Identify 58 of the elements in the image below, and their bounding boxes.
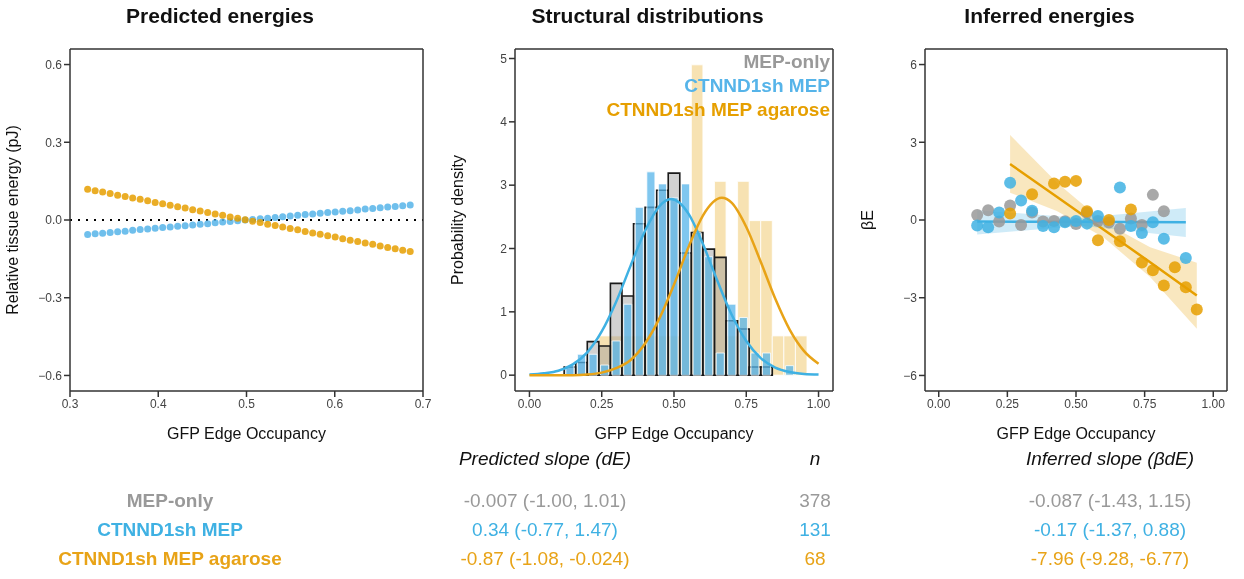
chart-title: Inferred energies <box>963 4 1136 28</box>
y-tick-label: 6 <box>910 57 918 72</box>
data-label: -7.96 (-9.28, -6.77) <box>1029 548 1191 570</box>
y-tick-label: 0.6 <box>45 57 63 72</box>
y-tick-label: −0.3 <box>38 290 63 305</box>
y-tick-label: −6 <box>903 368 918 383</box>
x-tick-label: 0.50 <box>662 396 686 411</box>
x-tick-label: 0.00 <box>927 396 951 411</box>
data-label: -0.17 (-1.37, 0.88) <box>1032 519 1188 541</box>
text: MEP-only <box>742 50 830 74</box>
data-label: 131 <box>798 519 832 541</box>
data-label: 68 <box>803 548 827 570</box>
x-tick-label: 1.00 <box>806 396 831 411</box>
x-tick-label: 0.25 <box>995 396 1020 411</box>
y-axis-title: Relative tissue energy (pJ) <box>3 125 21 315</box>
y-tick-label: −3 <box>903 290 918 305</box>
text: Inferred slope (βdE) <box>1024 448 1196 470</box>
chart-title: Structural distributions <box>530 4 765 28</box>
data-label: 0.34 (-0.77, 1.47) <box>471 519 619 541</box>
text: Predicted slope (dE) <box>457 448 633 470</box>
data-label: 378 <box>798 490 832 512</box>
y-tick-label: 2 <box>500 241 508 256</box>
y-tick-label: 0 <box>910 213 918 228</box>
x-axis-title: GFP Edge Occupancy <box>996 425 1156 442</box>
x-axis-title: GFP Edge Occupancy <box>167 425 326 442</box>
data-label: -0.087 (-1.43, 1.15) <box>1027 490 1193 512</box>
y-tick-label: 0 <box>500 368 508 383</box>
x-tick-label: 0.00 <box>517 396 542 411</box>
category-label: MEP-only <box>125 490 215 512</box>
x-tick-label: 0.7 <box>414 396 432 411</box>
data-label: -0.007 (-1.00, 1.01) <box>462 490 628 512</box>
x-tick-label: 0.25 <box>590 396 614 411</box>
y-tick-label: 5 <box>500 51 508 66</box>
category-label: CTNND1sh MEP <box>96 519 244 541</box>
y-tick-label: 3 <box>500 178 508 193</box>
category-label: CTNND1sh MEP agarose <box>57 548 283 570</box>
y-tick-label: −0.6 <box>38 368 63 383</box>
x-tick-label: 0.3 <box>61 396 79 411</box>
y-tick-label: 1 <box>500 305 508 320</box>
x-tick-label: 1.00 <box>1201 396 1226 411</box>
x-tick-label: 0.50 <box>1064 396 1088 411</box>
x-tick-label: 0.4 <box>149 396 167 411</box>
y-axis-title: βE <box>858 210 876 230</box>
text: CTNND1sh MEP <box>683 74 830 98</box>
chart-title: Predicted energies <box>125 4 315 28</box>
x-axis-title: GFP Edge Occupancy <box>594 425 754 442</box>
data-label: -0.87 (-1.08, -0.024) <box>459 548 631 570</box>
y-tick-label: 4 <box>500 115 508 130</box>
text: n <box>808 448 822 470</box>
y-tick-label: 3 <box>910 135 918 150</box>
series-label: CTNND1sh MEP agarose <box>606 98 830 122</box>
x-tick-label: 0.75 <box>1132 396 1157 411</box>
x-tick-label: 0.6 <box>326 396 344 411</box>
x-tick-label: 0.75 <box>734 396 759 411</box>
x-tick-label: 0.5 <box>238 396 256 411</box>
y-axis-title: Probability density <box>448 155 466 285</box>
y-tick-label: 0.0 <box>45 213 63 228</box>
y-tick-label: 0.3 <box>45 135 63 150</box>
